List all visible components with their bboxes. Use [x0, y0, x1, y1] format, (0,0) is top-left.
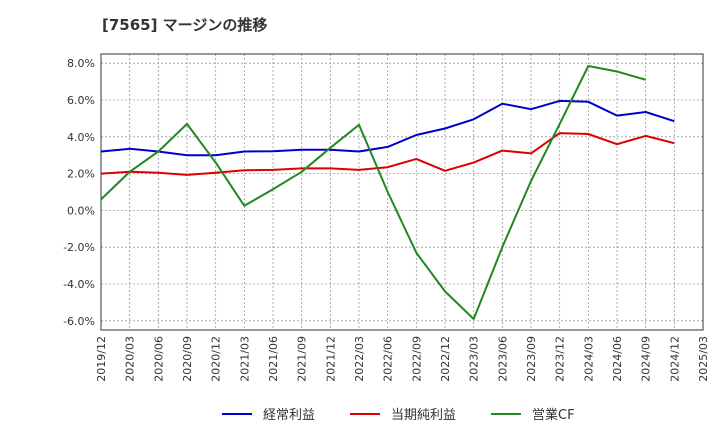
series-line-1: [100, 99, 675, 157]
y-tick-label: 6.0%: [67, 94, 95, 107]
legend-label: 営業CF: [532, 407, 575, 423]
x-tick-label: 2021/03: [238, 336, 251, 382]
y-tick-label: -2.0%: [63, 241, 95, 254]
x-tick-label: 2024/03: [582, 336, 595, 382]
x-tick-label: 2020/03: [124, 336, 137, 382]
x-tick-label: 2024/09: [640, 336, 653, 382]
x-tick-label: 2023/03: [468, 336, 481, 382]
x-tick-label: 2024/06: [611, 336, 624, 382]
series-line-2: [100, 132, 675, 176]
x-tick-label: 2022/12: [439, 336, 452, 382]
y-tick-label: 0.0%: [67, 204, 95, 217]
y-tick-label: -4.0%: [63, 278, 95, 291]
series-line-3: [100, 65, 646, 320]
y-tick-label: 4.0%: [67, 131, 95, 144]
x-tick-label: 2023/06: [496, 336, 509, 382]
y-tick-label: 8.0%: [67, 57, 95, 70]
x-tick-label: 2020/12: [210, 336, 223, 382]
y-tick-label: 2.0%: [67, 168, 95, 181]
x-tick-label: 2025/03: [697, 336, 710, 382]
x-tick-label: 2022/09: [410, 336, 423, 382]
x-tick-label: 2020/06: [152, 336, 165, 382]
legend-label: 当期純利益: [391, 408, 456, 423]
plot-frame: [100, 53, 704, 331]
legend-label: 経常利益: [263, 408, 315, 423]
x-tick-label: 2024/12: [668, 336, 681, 382]
x-tick-label: 2022/03: [353, 336, 366, 382]
x-tick-label: 2020/09: [181, 336, 194, 382]
x-tick-label: 2023/12: [554, 336, 567, 382]
x-tick-label: 2019/12: [95, 336, 108, 382]
x-tick-label: 2021/12: [324, 336, 337, 382]
x-tick-label: 2021/09: [296, 336, 309, 382]
y-tick-label: -6.0%: [63, 315, 95, 328]
chart-title: [7565] マージンの推移: [102, 16, 268, 34]
x-tick-label: 2023/09: [525, 336, 538, 382]
x-tick-label: 2021/06: [267, 336, 280, 382]
x-tick-label: 2022/06: [382, 336, 395, 382]
